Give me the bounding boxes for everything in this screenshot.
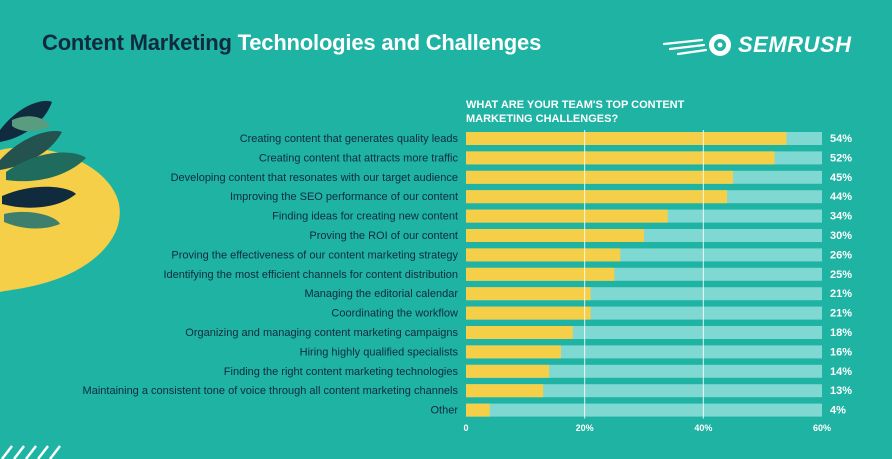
- bar-track: [466, 403, 822, 417]
- category-label: Hiring highly qualified specialists: [300, 346, 459, 358]
- category-label: Improving the SEO performance of our con…: [230, 191, 458, 203]
- bar: [466, 345, 561, 359]
- category-label: Creating content that generates quality …: [240, 133, 459, 145]
- value-label: 21%: [830, 288, 852, 300]
- category-label: Creating content that attracts more traf…: [259, 152, 459, 164]
- title-part-dark: Content Marketing: [42, 30, 232, 55]
- value-label: 21%: [830, 308, 852, 320]
- chart-title-line-1: WHAT ARE YOUR TEAM'S TOP CONTENT: [466, 99, 685, 111]
- semrush-logo: SEMRUSH: [662, 30, 862, 60]
- bar-track: [466, 364, 822, 378]
- bar: [466, 267, 615, 281]
- bar: [466, 132, 787, 145]
- category-label: Proving the effectiveness of our content…: [171, 249, 458, 261]
- bar: [466, 209, 668, 223]
- corner-stripes-icon: [1, 445, 61, 459]
- bar: [466, 287, 591, 301]
- bar: [466, 403, 490, 417]
- brand-name: SEMRUSH: [738, 32, 852, 57]
- value-label: 44%: [830, 191, 852, 203]
- bar: [466, 170, 733, 184]
- tick-label: 0: [463, 423, 468, 433]
- category-label: Other: [430, 405, 458, 417]
- value-label: 14%: [830, 366, 852, 378]
- bar: [466, 229, 644, 242]
- chart-title-line-2: MARKETING CHALLENGES?: [466, 113, 618, 125]
- category-label: Finding ideas for creating new content: [272, 211, 458, 223]
- title-part-light: Technologies and Challenges: [237, 30, 542, 55]
- tick-label: 60%: [813, 423, 831, 433]
- bar: [466, 248, 621, 262]
- value-label: 34%: [830, 211, 852, 223]
- category-labels: Creating content that generates quality …: [83, 133, 459, 417]
- page-title: Content Marketing Technologies and Chall…: [42, 30, 541, 56]
- bar: [466, 364, 550, 378]
- category-label: Finding the right content marketing tech…: [224, 366, 459, 378]
- bar: [466, 306, 591, 320]
- bar-track: [466, 384, 822, 398]
- semrush-fireball-icon: [662, 34, 731, 56]
- value-labels: 54% 52% 45% 44% 34% 30% 26% 25% 21% 21% 18% 16% 14% 1…: [830, 133, 852, 417]
- category-label: Managing the editorial calendar: [305, 288, 459, 300]
- value-label: 54%: [830, 133, 852, 145]
- value-label: 26%: [830, 249, 852, 261]
- value-label: 16%: [830, 346, 852, 358]
- bar: [466, 190, 728, 204]
- value-label: 18%: [830, 327, 852, 339]
- category-label: Coordinating the workflow: [331, 308, 458, 320]
- category-label: Organizing and managing content marketin…: [185, 327, 458, 339]
- value-label: 52%: [830, 152, 852, 164]
- category-label: Identifying the most efficient channels …: [163, 269, 458, 281]
- chart-title: WHAT ARE YOUR TEAM'S TOP CONTENT MARKETI…: [466, 99, 685, 125]
- category-label: Maintaining a consistent tone of voice t…: [83, 385, 459, 397]
- value-label: 30%: [830, 230, 852, 242]
- value-label: 13%: [830, 385, 852, 397]
- gridlines: [584, 130, 704, 419]
- bar: [466, 326, 573, 339]
- category-label: Developing content that resonates with o…: [171, 172, 458, 184]
- category-label: Proving the ROI of our content: [309, 230, 458, 242]
- yellow-blob-shape: [0, 147, 120, 292]
- leaf-cluster-icon: [0, 100, 86, 229]
- tick-label: 40%: [694, 423, 712, 433]
- value-label: 4%: [830, 405, 846, 417]
- bar-series: [466, 132, 822, 417]
- bar: [466, 384, 544, 398]
- value-label: 25%: [830, 269, 852, 281]
- x-axis-ticks: 0 20% 40% 60%: [463, 423, 831, 433]
- bar: [466, 151, 775, 165]
- value-label: 45%: [830, 172, 852, 184]
- tick-label: 20%: [576, 423, 594, 433]
